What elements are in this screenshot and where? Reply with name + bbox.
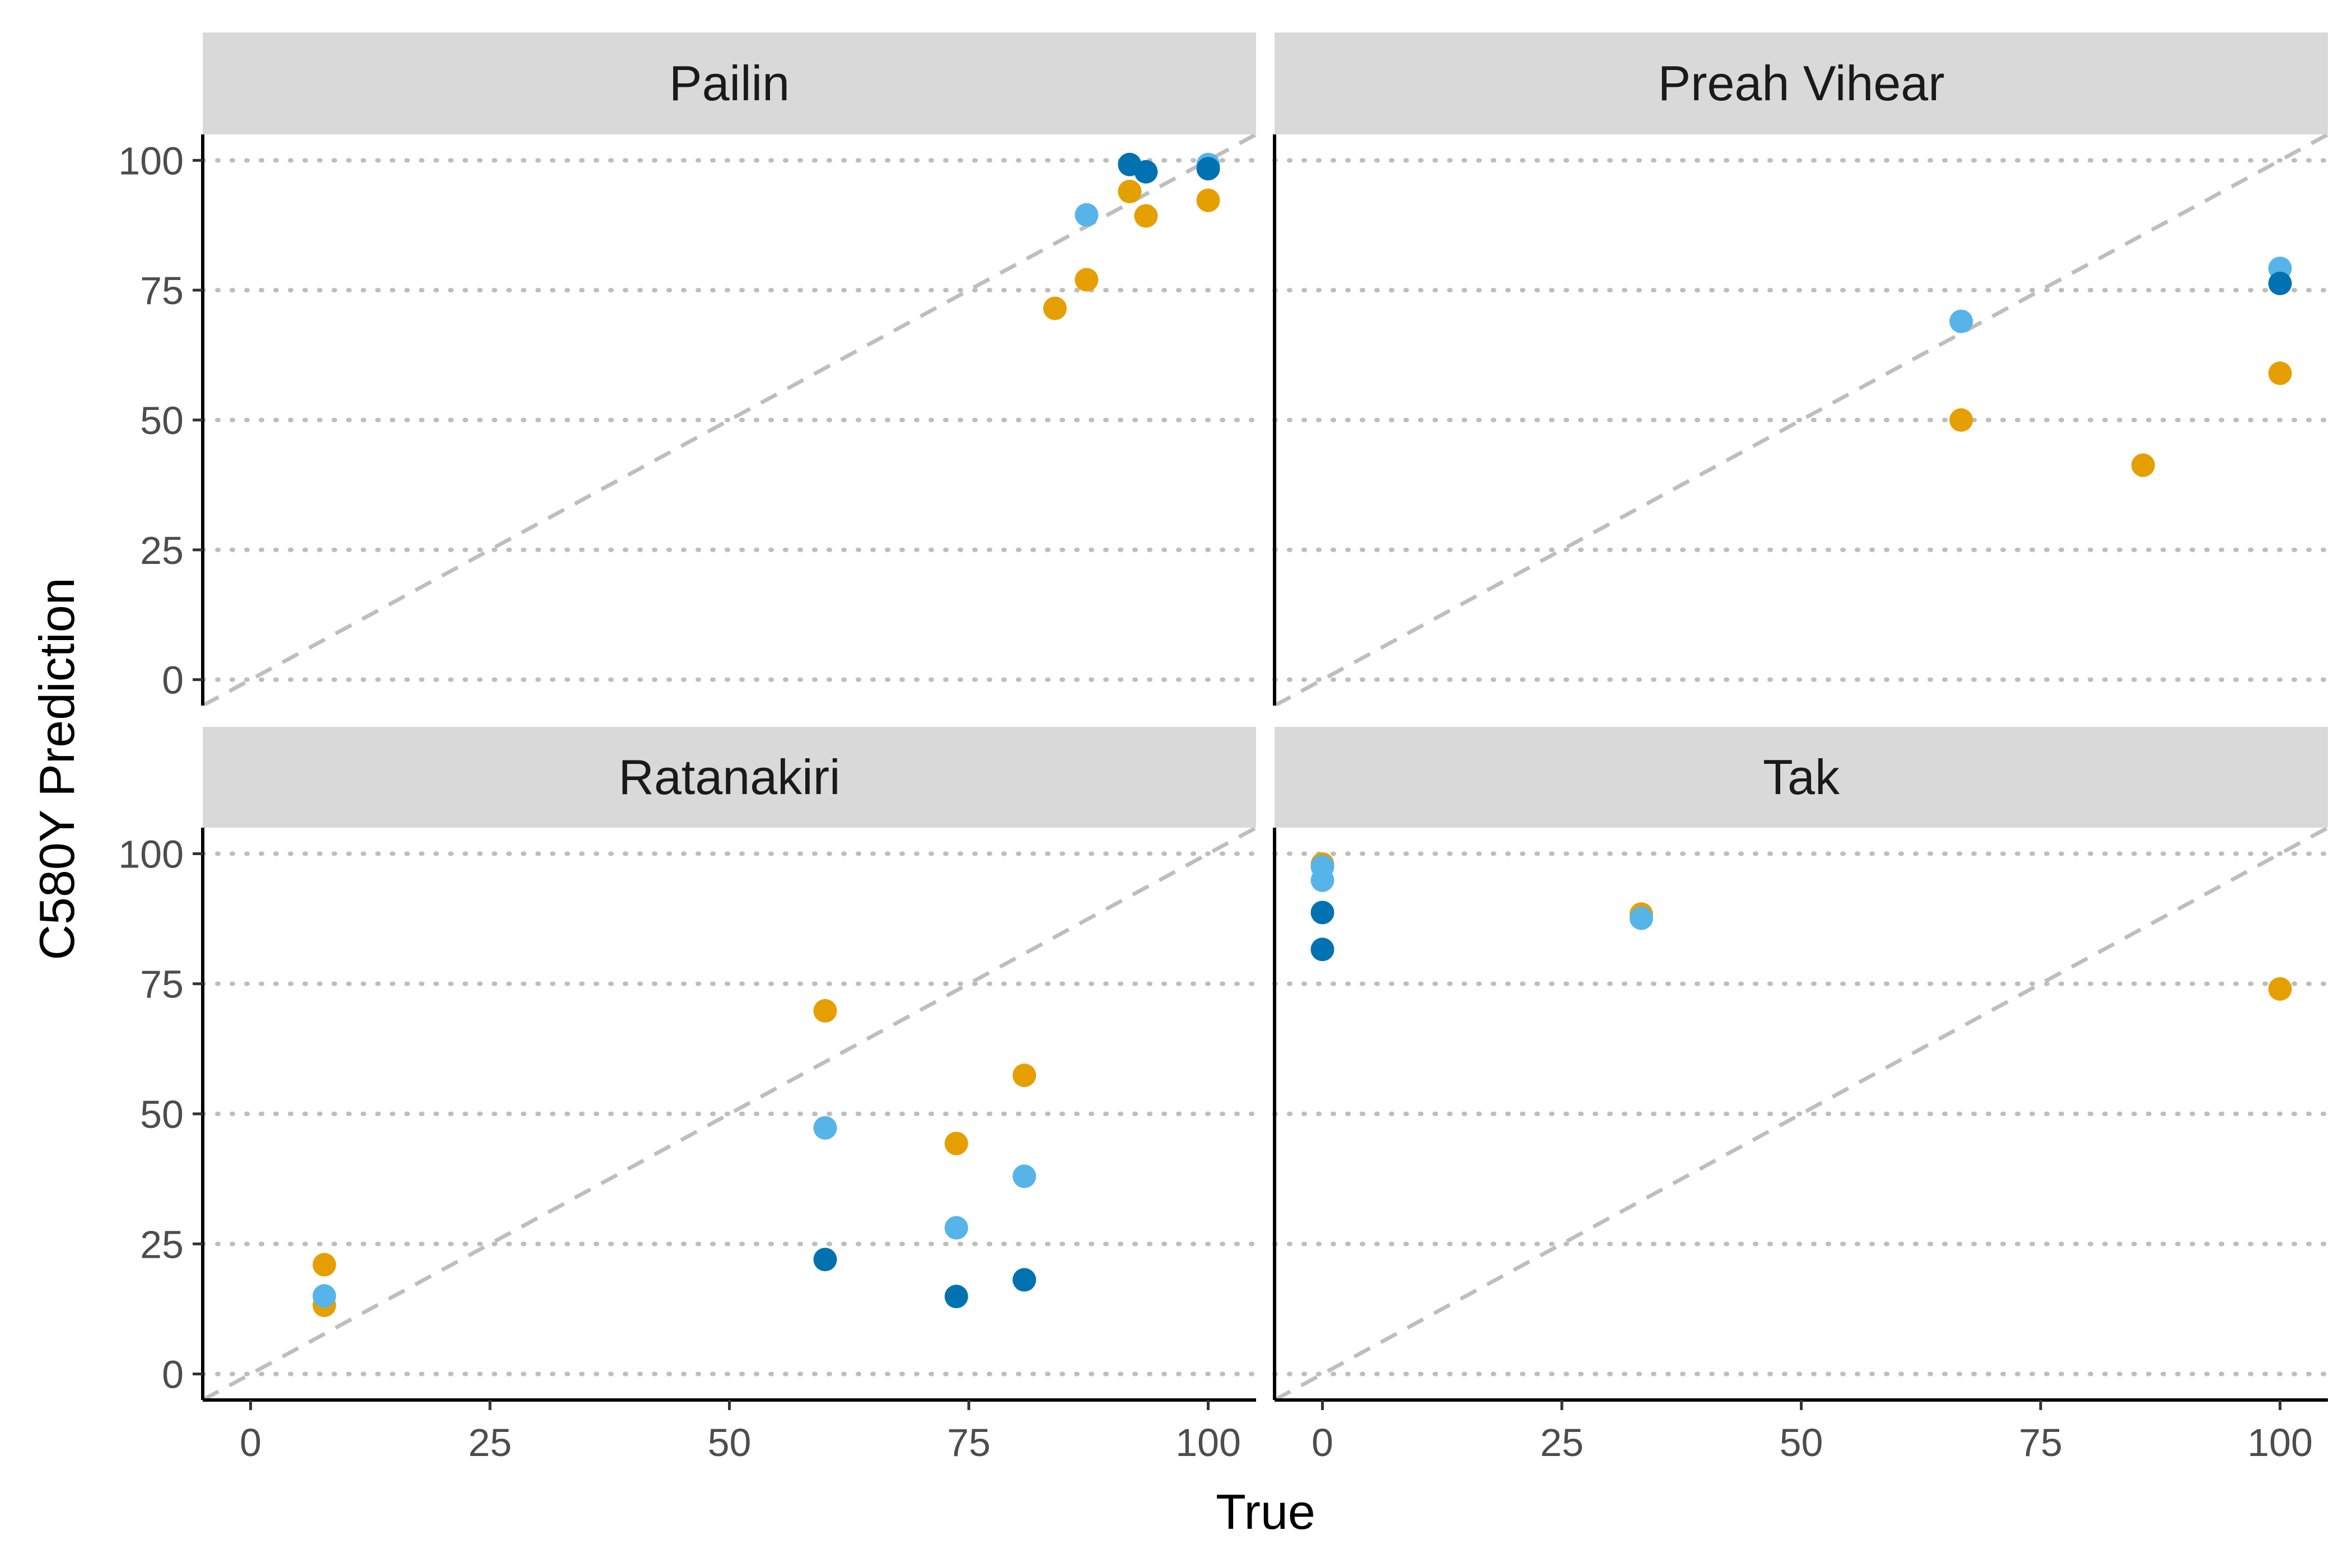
- panel-pailin: Pailin 0 25 50 75 100: [118, 32, 1258, 706]
- x-axis-title: True: [1216, 1484, 1315, 1539]
- data-point: [1949, 408, 1973, 432]
- y-tick-label: 75: [140, 963, 184, 1006]
- data-point: [2268, 977, 2292, 1001]
- data-point: [1629, 906, 1653, 930]
- data-point: [813, 1116, 837, 1140]
- panel-strip: [1275, 32, 2328, 134]
- panels-layer: Pailin 0 25 50 75 100 Preah Vihear Ratanakiri 0 2…: [118, 32, 2330, 1464]
- data-point: [2268, 272, 2292, 296]
- data-point: [1196, 188, 1220, 212]
- x-tick-label: 50: [1780, 1421, 1823, 1464]
- x-tick-label: 25: [1540, 1421, 1584, 1464]
- data-point: [1118, 180, 1142, 203]
- x-tick-label: 75: [947, 1421, 991, 1464]
- data-point: [312, 1284, 337, 1308]
- x-tick-label: 0: [1312, 1421, 1333, 1464]
- x-tick-label: 50: [708, 1421, 752, 1464]
- data-point: [1949, 309, 1973, 333]
- data-point: [1310, 900, 1334, 925]
- x-tick-label: 100: [2247, 1421, 2313, 1464]
- reference-line: [1275, 134, 2328, 706]
- y-tick-label: 100: [118, 832, 184, 876]
- x-tick-label: 100: [1175, 1421, 1241, 1464]
- panel-title: Preah Vihear: [1658, 55, 1944, 111]
- data-point: [944, 1131, 968, 1155]
- panel-tak: Tak 0 25 50 75 100: [1272, 727, 2330, 1464]
- y-tick-label: 0: [162, 1353, 184, 1397]
- data-point: [1134, 204, 1158, 228]
- panel-strip: [1275, 727, 2328, 828]
- panel-preah-vihear: Preah Vihear: [1272, 32, 2330, 706]
- y-tick-label: 50: [140, 1093, 184, 1136]
- data-point: [312, 1253, 337, 1277]
- reference-line: [203, 828, 1256, 1400]
- y-tick-label: 25: [140, 1222, 184, 1266]
- reference-line: [1275, 828, 2328, 1400]
- x-tick-label: 0: [240, 1421, 262, 1464]
- panel-title: Pailin: [669, 55, 790, 111]
- panel-title: Ratanakiri: [618, 749, 840, 805]
- data-point: [1310, 937, 1334, 962]
- data-point: [1196, 157, 1220, 181]
- x-tick-label: 25: [468, 1421, 512, 1464]
- data-point: [813, 999, 837, 1023]
- y-tick-label: 75: [140, 269, 184, 312]
- data-point: [1075, 268, 1099, 292]
- y-tick-label: 100: [118, 139, 184, 183]
- data-point: [813, 1248, 837, 1272]
- panel-strip: [203, 727, 1256, 828]
- y-tick-label: 0: [162, 659, 184, 702]
- y-axis-title: C580Y Prediction: [29, 577, 85, 960]
- data-point: [2268, 361, 2292, 385]
- data-point: [1012, 1164, 1037, 1188]
- data-point: [944, 1216, 968, 1240]
- panel-title: Tak: [1763, 749, 1840, 805]
- y-tick-label: 25: [140, 529, 184, 572]
- x-tick-label: 75: [2019, 1421, 2062, 1464]
- data-point: [1075, 203, 1099, 227]
- panel-strip: [203, 32, 1256, 134]
- data-point: [1012, 1268, 1037, 1292]
- data-point: [944, 1285, 968, 1309]
- data-point: [1043, 296, 1067, 320]
- reference-line: [203, 134, 1256, 706]
- data-point: [1012, 1063, 1037, 1088]
- data-point: [1310, 868, 1334, 892]
- data-point: [1134, 160, 1158, 184]
- panel-ratanakiri: Ratanakiri 0 25 50 75 100 0 25 50 75 100: [118, 727, 1258, 1464]
- y-tick-label: 50: [140, 399, 184, 442]
- data-point: [2131, 453, 2155, 477]
